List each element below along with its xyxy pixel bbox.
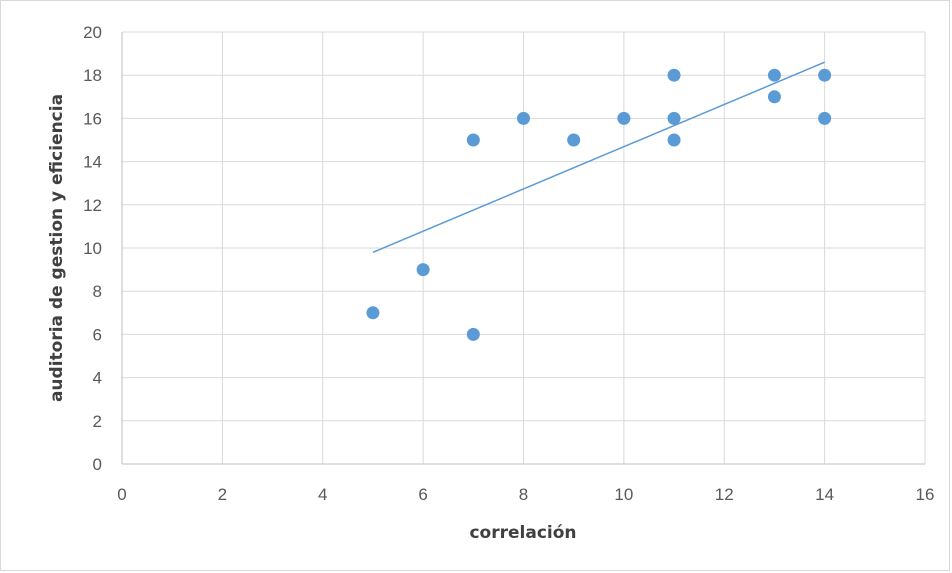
data-point <box>818 111 832 125</box>
y-tick-label: 12 <box>83 196 102 215</box>
x-tick-label: 2 <box>218 485 227 504</box>
x-tick-label: 12 <box>715 485 734 504</box>
data-point <box>767 68 781 82</box>
data-point <box>667 111 681 125</box>
gridlines <box>122 31 926 464</box>
data-point <box>667 133 681 147</box>
y-tick-label: 10 <box>83 239 102 258</box>
data-point <box>466 133 480 147</box>
x-tick-label: 10 <box>614 485 633 504</box>
y-tick-labels: 0 2 4 6 8 10 12 14 16 18 20 <box>83 23 102 474</box>
y-tick-label: 16 <box>83 109 102 128</box>
x-tick-label: 14 <box>815 485 834 504</box>
y-tick-label: 14 <box>83 153 102 172</box>
y-axis-title: auditoria de gestion y eficiencia <box>47 94 67 402</box>
y-tick-label: 0 <box>93 455 102 474</box>
x-tick-label: 16 <box>916 485 935 504</box>
y-tick-label: 2 <box>93 412 102 431</box>
data-point <box>567 133 581 147</box>
x-tick-label: 6 <box>418 485 427 504</box>
x-tick-label: 4 <box>318 485 327 504</box>
data-points <box>366 68 832 341</box>
data-point <box>667 68 681 82</box>
data-point <box>517 111 530 125</box>
x-tick-label: 0 <box>117 485 126 504</box>
data-point <box>416 263 430 277</box>
x-tick-label: 8 <box>519 485 528 504</box>
y-tick-label: 6 <box>93 325 102 344</box>
y-tick-label: 8 <box>93 282 102 301</box>
axis-lines <box>121 32 925 465</box>
x-axis-title: correlación <box>469 523 576 543</box>
trendline-layer <box>372 61 825 254</box>
data-point <box>617 111 631 125</box>
y-tick-label: 20 <box>83 23 102 42</box>
trendline <box>372 61 825 254</box>
data-point <box>818 68 832 82</box>
data-point <box>466 327 480 341</box>
data-point <box>767 90 781 104</box>
y-tick-label: 18 <box>83 66 102 85</box>
x-tick-labels: 0 2 4 6 8 10 12 14 16 <box>117 485 934 504</box>
y-tick-label: 4 <box>93 369 102 388</box>
data-point <box>366 306 380 320</box>
